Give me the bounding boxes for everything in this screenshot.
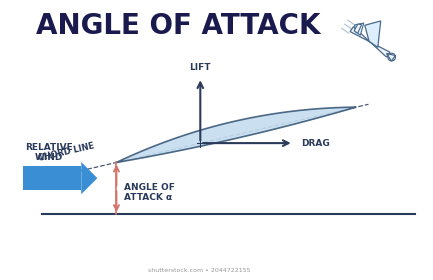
Polygon shape bbox=[355, 23, 364, 35]
Bar bbox=[23, 166, 81, 190]
Text: RELATIVE
WIND: RELATIVE WIND bbox=[25, 143, 72, 162]
Polygon shape bbox=[81, 162, 97, 194]
Polygon shape bbox=[354, 24, 362, 33]
Polygon shape bbox=[387, 53, 395, 61]
Polygon shape bbox=[116, 107, 356, 162]
Text: LIFT: LIFT bbox=[190, 63, 211, 72]
Polygon shape bbox=[365, 21, 381, 47]
Text: ANGLE OF
ATTACK α: ANGLE OF ATTACK α bbox=[124, 183, 175, 202]
Text: CHORD LINE: CHORD LINE bbox=[37, 142, 95, 164]
Text: shutterstock.com • 2044722155: shutterstock.com • 2044722155 bbox=[148, 268, 250, 273]
Text: ANGLE OF ATTACK: ANGLE OF ATTACK bbox=[36, 11, 320, 39]
Polygon shape bbox=[350, 27, 390, 57]
Text: DRAG: DRAG bbox=[301, 139, 330, 148]
